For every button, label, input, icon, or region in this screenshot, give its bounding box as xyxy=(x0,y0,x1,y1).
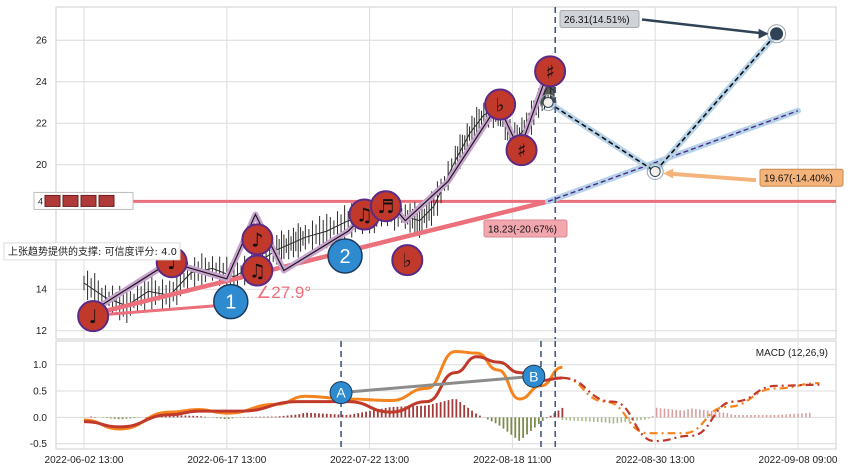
note-marker-symbol: ♩ xyxy=(167,252,176,274)
annotation-mid: 18.23(-20.67%) xyxy=(488,225,557,236)
x-tick-label: 2022-08-18 11:00 xyxy=(473,455,552,466)
forecast-point xyxy=(542,96,554,108)
annotation-down-arrow xyxy=(667,171,757,183)
forecast-path xyxy=(547,33,778,173)
annotation-up-box xyxy=(559,9,640,28)
wave-point-label: 2 xyxy=(339,246,350,268)
angle-label: ∠27.9° xyxy=(256,283,311,302)
x-tick-label: 2022-06-02 13:00 xyxy=(45,455,124,466)
annotation-down: 19.67(-14.40%) xyxy=(764,174,833,185)
note-marker xyxy=(534,55,567,88)
level-marker-swatch xyxy=(98,194,115,207)
note-marker-symbol: ♭ xyxy=(496,95,505,117)
x-tick-label: 2022-06-17 13:00 xyxy=(187,455,266,466)
wave-point xyxy=(327,238,363,274)
note-marker-symbol: ♭ xyxy=(403,250,412,272)
macd-y-tick-label: 0.5 xyxy=(33,387,47,398)
forecast-point-ring xyxy=(539,93,557,111)
macd-layer: AB xyxy=(83,341,820,449)
annotation-up: 26.31(14.51%) xyxy=(564,15,630,26)
note-marker xyxy=(505,134,538,167)
price-y-tick-label: 24 xyxy=(36,77,48,88)
note-marker-symbol: ♯ xyxy=(545,61,554,83)
macd-point-label: B xyxy=(529,368,538,384)
price-y-tick-label: 26 xyxy=(36,36,48,47)
ab-connector xyxy=(340,374,534,395)
annotation-down-box xyxy=(759,168,844,187)
macd-dea-line xyxy=(83,355,563,429)
note-marker xyxy=(241,254,274,287)
forecast-point xyxy=(649,166,661,178)
level-marker-swatch xyxy=(80,194,97,207)
macd-title: MACD (12,26,9) xyxy=(756,348,828,359)
axis-layer: 2022-06-02 13:00 2022-06-17 13:00 2022-07-… xyxy=(30,36,838,466)
x-tick-label: 2022-08-30 13:00 xyxy=(616,455,695,466)
price-y-tick-label: 20 xyxy=(36,160,48,171)
price-y-tick-label: 14 xyxy=(36,285,48,296)
note-marker-symbol: ♯ xyxy=(517,140,526,162)
support-extension xyxy=(547,110,799,203)
macd-y-tick-label: 1.0 xyxy=(33,360,47,371)
note-marker-symbol: ♫ xyxy=(356,205,373,227)
note-marker-symbol: ♪ xyxy=(251,229,263,251)
macd-dif-line xyxy=(83,349,563,431)
price-y-tick-label: 12 xyxy=(36,326,48,337)
macd-dea-forecast xyxy=(562,376,820,443)
x-tick-label: 2022-07-22 13:00 xyxy=(330,455,409,466)
annotation-up-arrowhead xyxy=(758,28,769,39)
label-layer: MACD (12,26,9) ∠27.9° xyxy=(256,283,828,359)
price-panel xyxy=(55,6,837,340)
price-y-tick-label: 22 xyxy=(36,119,48,130)
note-marker xyxy=(77,300,110,333)
annotation-down-arrowhead xyxy=(663,168,674,179)
macd-point-label: A xyxy=(336,385,346,401)
annotation-mid-box xyxy=(483,219,568,238)
wave-point-label: 1 xyxy=(225,292,236,314)
level-marker-swatch xyxy=(62,194,79,207)
macd-point xyxy=(329,381,353,405)
macd-y-tick-label: 0.0 xyxy=(33,413,47,424)
level-marker-value: 4 xyxy=(38,196,43,206)
macd-y-tick-label: -0.5 xyxy=(30,439,48,450)
note-marker xyxy=(241,223,274,256)
note-marker-symbol: ♩ xyxy=(89,306,98,328)
support-note: 上张趋势提供的支撑: 可信度评分: 4.0 xyxy=(8,245,177,258)
note-marker xyxy=(484,88,517,121)
support-note-box xyxy=(3,242,181,261)
macd-point xyxy=(522,364,546,388)
forecast-point xyxy=(770,27,784,41)
x-tick-label: 2022-09-08 09:00 xyxy=(759,455,838,466)
annotation-up-arrow xyxy=(641,18,767,36)
level-marker-swatch xyxy=(44,194,61,207)
note-marker-symbol: ♬ xyxy=(377,196,394,218)
support-trendline xyxy=(81,199,551,319)
note-marker xyxy=(391,244,424,277)
note-marker xyxy=(369,190,402,223)
note-marker-symbol: ♫ xyxy=(249,261,266,283)
wave-point xyxy=(213,283,249,320)
forecast-point-ring xyxy=(646,163,664,181)
